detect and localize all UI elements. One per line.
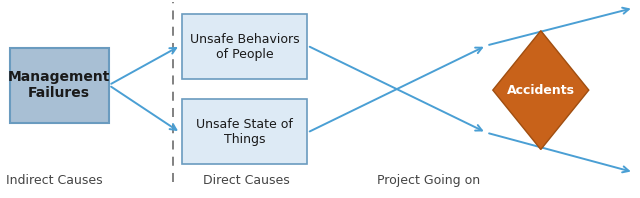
Text: Accidents: Accidents: [507, 84, 575, 97]
FancyBboxPatch shape: [10, 48, 109, 123]
FancyBboxPatch shape: [182, 14, 307, 79]
Text: Management
Failures: Management Failures: [8, 70, 110, 100]
Text: Indirect Causes: Indirect Causes: [6, 174, 102, 187]
Text: Direct Causes: Direct Causes: [203, 174, 290, 187]
Text: Unsafe Behaviors
of People: Unsafe Behaviors of People: [190, 32, 300, 61]
FancyBboxPatch shape: [182, 99, 307, 164]
Text: Project Going on: Project Going on: [377, 174, 481, 187]
Text: Unsafe State of
Things: Unsafe State of Things: [196, 118, 293, 146]
Polygon shape: [493, 31, 589, 149]
